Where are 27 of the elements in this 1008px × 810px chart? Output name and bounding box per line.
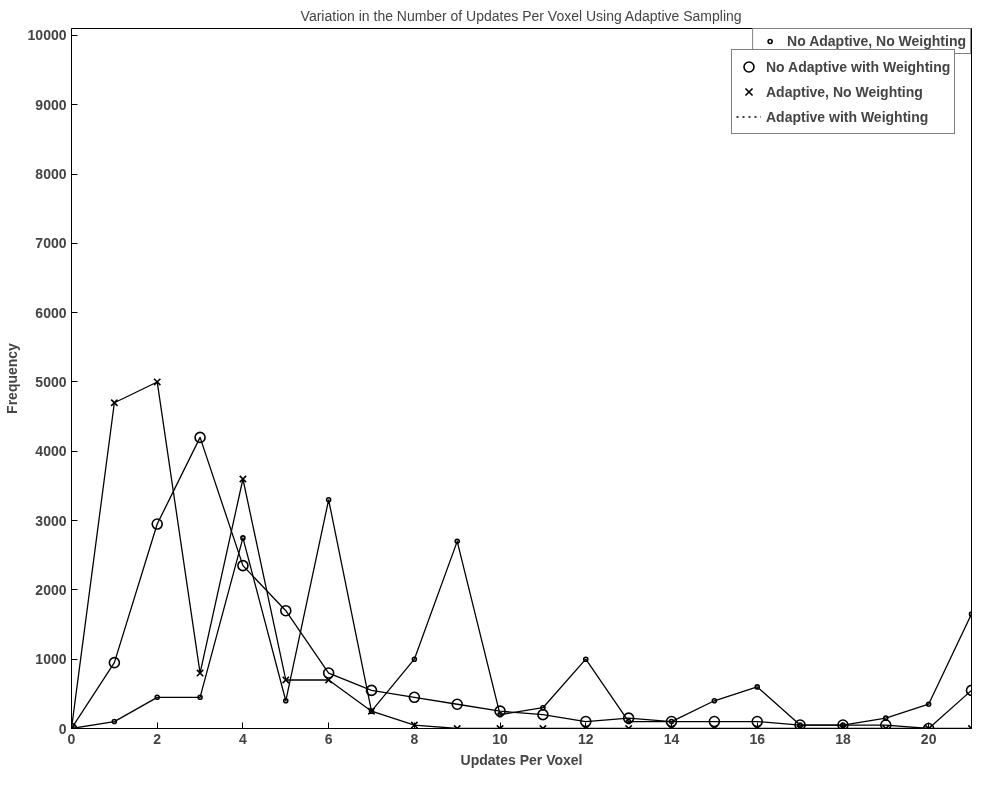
y-tick-label: 10000 bbox=[27, 27, 67, 44]
y-tick-label: 7000 bbox=[35, 235, 67, 252]
x-tick-label: 8 bbox=[410, 730, 419, 747]
y-tick-label: 5000 bbox=[35, 373, 67, 390]
legend-label: Adaptive with Weighting bbox=[766, 108, 929, 125]
x-axis-title: Updates Per Voxel bbox=[460, 751, 583, 768]
legend-label: Adaptive, No Weighting bbox=[766, 83, 923, 100]
y-tick-label: 2000 bbox=[35, 581, 67, 598]
y-tick-label: 3000 bbox=[35, 512, 67, 529]
x-tick-label: 20 bbox=[920, 730, 937, 747]
x-tick-label: 16 bbox=[749, 730, 766, 747]
x-tick-label: 4 bbox=[239, 730, 248, 747]
x-tick-label: 10 bbox=[492, 730, 509, 747]
y-tick-label: 9000 bbox=[35, 96, 67, 113]
legend-label: No Adaptive with Weighting bbox=[766, 58, 951, 75]
x-tick-label: 12 bbox=[578, 730, 594, 747]
x-tick-label: 14 bbox=[663, 730, 680, 747]
y-tick-label: 8000 bbox=[35, 166, 67, 183]
chart-title: Variation in the Number of Updates Per Voxel Using Adaptive Sampling bbox=[300, 7, 742, 24]
y-axis-title: Frequency bbox=[3, 342, 20, 414]
legend-label: No Adaptive, No Weighting bbox=[787, 33, 966, 49]
y-tick-label: 1000 bbox=[35, 651, 67, 668]
x-tick-label: 2 bbox=[153, 730, 162, 747]
x-tick-label: 18 bbox=[835, 730, 851, 747]
x-tick-label: 6 bbox=[324, 730, 333, 747]
y-tick-label: 6000 bbox=[35, 304, 67, 321]
y-tick-label: 4000 bbox=[35, 443, 67, 460]
